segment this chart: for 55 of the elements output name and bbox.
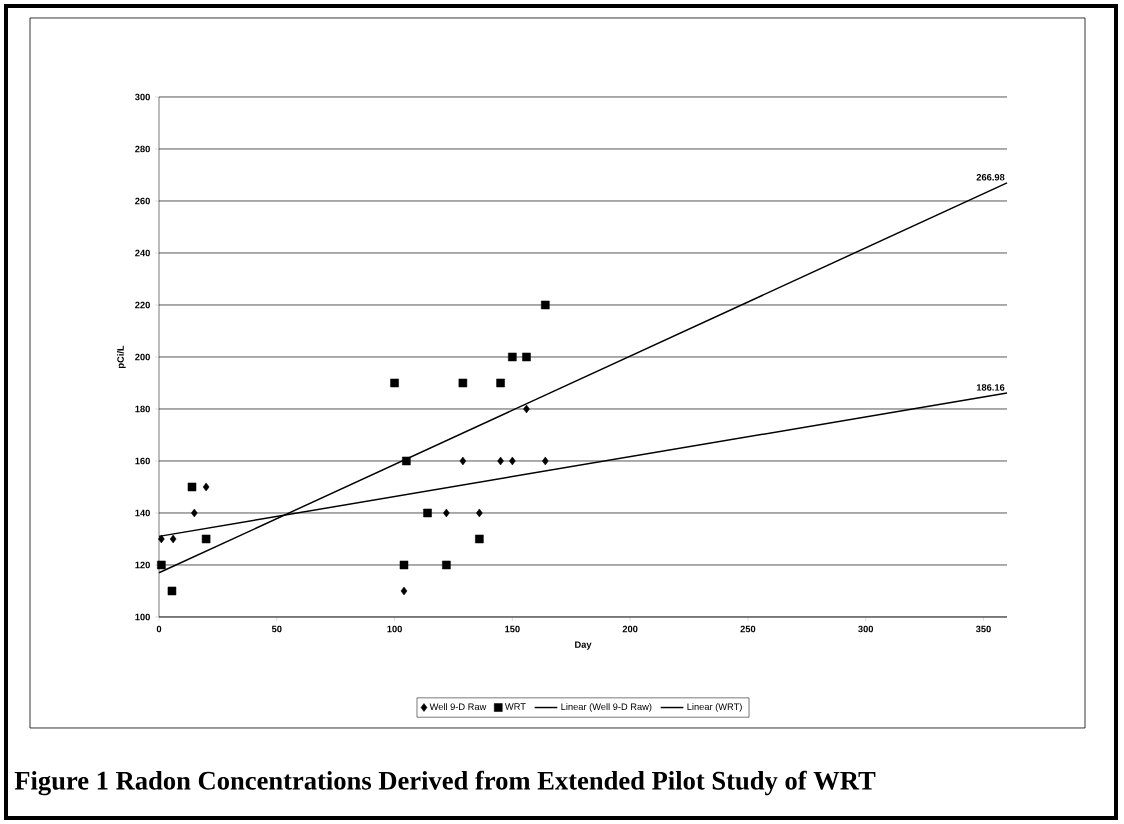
point [390,378,399,388]
point [475,534,484,544]
point [157,560,166,570]
point [400,586,408,596]
x-tick-label: 100 [387,625,402,633]
x-tick-label: 50 [271,625,282,633]
point [167,586,177,596]
x-tick-label: 350 [975,625,991,633]
y-tick-label: 100 [135,613,150,621]
y-tick-label: 260 [135,197,150,205]
point [459,456,467,466]
y-tick-label: 180 [135,405,150,413]
x-tick-label: 300 [858,625,874,633]
point [508,352,517,362]
y-tick-label: 300 [135,93,150,101]
point [443,508,450,518]
point [169,534,177,544]
y-tick-label: 120 [135,561,150,569]
point [523,404,530,414]
annotation: 186.16 [976,384,1005,391]
point [158,534,165,544]
point [402,456,411,466]
point [191,508,198,518]
y-tick-label: 220 [135,301,150,309]
point [476,508,483,518]
point [458,378,468,388]
x-tick-label: 150 [505,625,520,633]
point [541,300,550,310]
y-tick-label: 280 [135,145,150,153]
text: Figure 1 Radon Concentrations Derived from Extended Pilot Study of WRT [14,770,876,796]
y-axis-title: pCi/L [117,345,126,368]
point [542,456,549,466]
point [399,560,409,570]
legend-label: Well 9-D Raw [429,703,487,710]
y-tick-label: 200 [135,353,150,361]
x-tick-label: 250 [740,625,756,633]
y-tick-label: 160 [135,457,150,465]
x-tick-label: 200 [622,625,638,633]
point [509,456,516,466]
point [442,560,451,570]
point [497,456,504,466]
legend-label: Linear (Well 9-D Raw) [561,703,652,712]
point [187,482,197,492]
point [201,534,211,544]
x-tick-label: 0 [156,625,162,633]
annotation: 266.98 [976,174,1005,181]
legend-label: Linear (WRT) [687,703,742,712]
point [423,508,432,518]
x-axis-title: Day [575,641,592,650]
y-tick-label: 240 [135,249,150,257]
point [522,352,531,362]
point [202,482,210,492]
legend-label: WRT [504,703,526,710]
point [496,378,505,388]
y-tick-label: 140 [135,509,150,517]
